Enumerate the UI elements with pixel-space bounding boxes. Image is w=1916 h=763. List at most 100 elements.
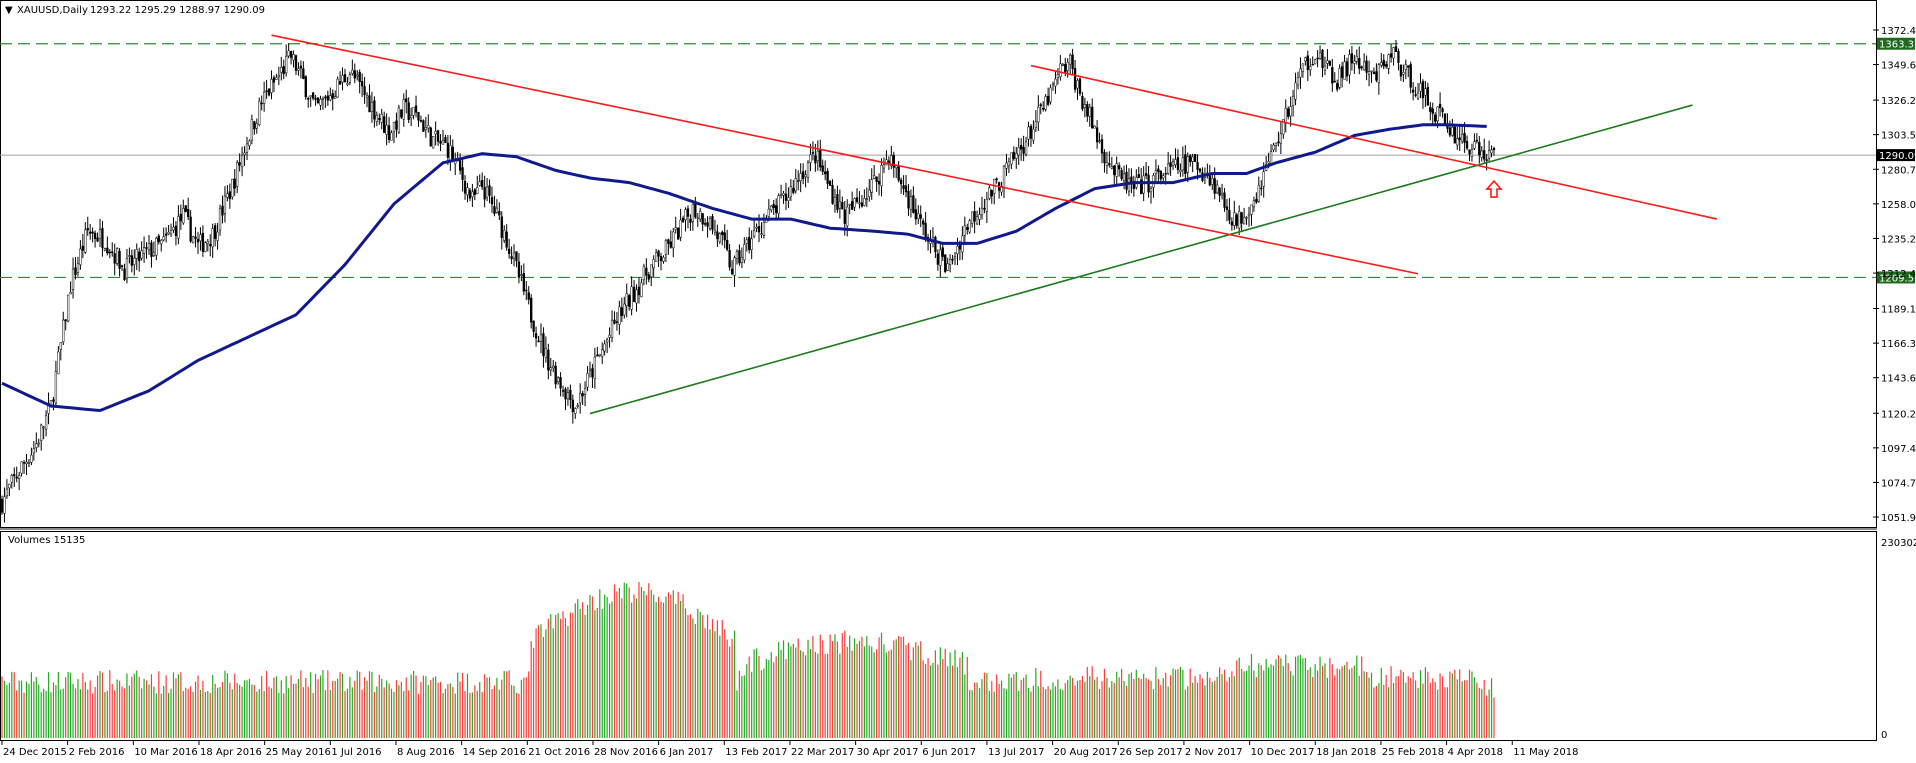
price-tick-label: 1166.35: [1881, 339, 1916, 350]
candle-body: [1323, 65, 1327, 71]
candle-body: [966, 226, 969, 230]
candle-body: [493, 205, 496, 214]
header-menu-icon[interactable]: ▼: [5, 5, 13, 16]
candle-body: [1247, 213, 1251, 217]
candle-body: [549, 367, 552, 371]
candle-body: [311, 92, 315, 99]
candle-body: [630, 286, 633, 310]
candle-body: [326, 95, 329, 101]
candle-body: [498, 210, 501, 216]
candle-body: [654, 252, 658, 262]
candle-body: [174, 225, 178, 237]
candle-body: [380, 113, 383, 123]
candle-body: [934, 236, 937, 253]
candle-body: [30, 454, 33, 463]
candle-body: [858, 202, 861, 205]
candle-body: [177, 216, 180, 239]
candle-body: [1250, 204, 1253, 215]
candle-body: [873, 175, 876, 179]
candle-body: [343, 74, 347, 83]
candle-body: [1174, 159, 1177, 166]
price-tick-label: 1372.40: [1881, 26, 1916, 37]
candle-body: [804, 174, 807, 178]
candle-body: [1483, 150, 1486, 160]
candle-body: [138, 251, 141, 262]
date-tick-label: 18 Jan 2018: [1316, 747, 1376, 758]
candle-body: [1421, 81, 1425, 99]
candle-body: [113, 253, 116, 264]
volume-panel-frame: [0, 531, 1877, 741]
candle-body: [971, 211, 974, 224]
candle-body: [436, 130, 440, 142]
candle-body: [118, 251, 121, 269]
candle-body: [57, 351, 60, 375]
candle-body: [395, 120, 398, 130]
candle-body: [701, 213, 704, 225]
candle-body: [635, 289, 638, 304]
candle-body: [106, 247, 109, 254]
candle-body: [1235, 214, 1238, 226]
candle-body: [157, 235, 160, 243]
candle-body: [150, 242, 153, 257]
candle-body: [574, 408, 577, 414]
candle-body: [162, 236, 165, 241]
candle-body: [461, 167, 464, 181]
candle-body: [990, 190, 993, 197]
date-tick-label: 14 Sep 2016: [463, 747, 526, 758]
candle-body: [1461, 134, 1464, 142]
candle-body: [801, 171, 805, 179]
candle-body: [424, 127, 427, 130]
candle-body: [71, 268, 75, 290]
date-tick-label: 6 Jan 2017: [660, 747, 714, 758]
candle-body: [1189, 155, 1192, 163]
candle-body: [1020, 144, 1023, 150]
candle-body: [1142, 175, 1145, 194]
candle-body: [167, 231, 170, 235]
candle-body: [309, 95, 312, 98]
candle-body: [402, 99, 405, 120]
candle-body: [571, 399, 574, 413]
candle-body: [559, 377, 562, 389]
candle-body: [1066, 62, 1069, 72]
candle-body: [1059, 63, 1062, 78]
candle-body: [1490, 149, 1493, 154]
candle-body: [726, 239, 729, 250]
candle-body: [733, 257, 736, 276]
candle-body: [745, 239, 748, 244]
candle-body: [723, 232, 726, 241]
candle-body: [59, 342, 62, 350]
candle-body: [1071, 54, 1074, 70]
candle-body: [775, 205, 778, 213]
candle-body: [120, 265, 124, 267]
candle-body: [1078, 78, 1082, 94]
candle-body: [576, 405, 579, 407]
candle-body: [936, 253, 940, 265]
candle-body: [375, 115, 378, 122]
candle-body: [816, 150, 819, 162]
candle-body: [101, 227, 104, 249]
candle-body: [542, 333, 545, 356]
candle-body: [314, 98, 317, 100]
price-tick-label: 1280.75: [1881, 165, 1916, 176]
candle-body: [1353, 60, 1356, 64]
candle-body: [353, 70, 356, 79]
candle-body: [69, 292, 72, 295]
candle-body: [1181, 157, 1185, 171]
candle-body: [870, 179, 873, 193]
candle-body: [1120, 170, 1123, 180]
candle-body: [890, 155, 893, 167]
candle-body: [302, 68, 305, 79]
candle-body: [385, 124, 388, 135]
candle-body: [1372, 71, 1376, 74]
candle-body: [1220, 192, 1224, 196]
candle-body: [238, 162, 241, 166]
candle-body: [54, 371, 58, 404]
candle-body: [1213, 178, 1216, 194]
chart-ohlc-label: 1293.22 1295.29 1288.97 1290.09: [90, 5, 265, 16]
candle-body: [211, 228, 214, 248]
candle-body: [282, 66, 285, 75]
candle-body: [1054, 78, 1057, 87]
candle-body: [15, 476, 18, 479]
candle-body: [130, 255, 133, 266]
